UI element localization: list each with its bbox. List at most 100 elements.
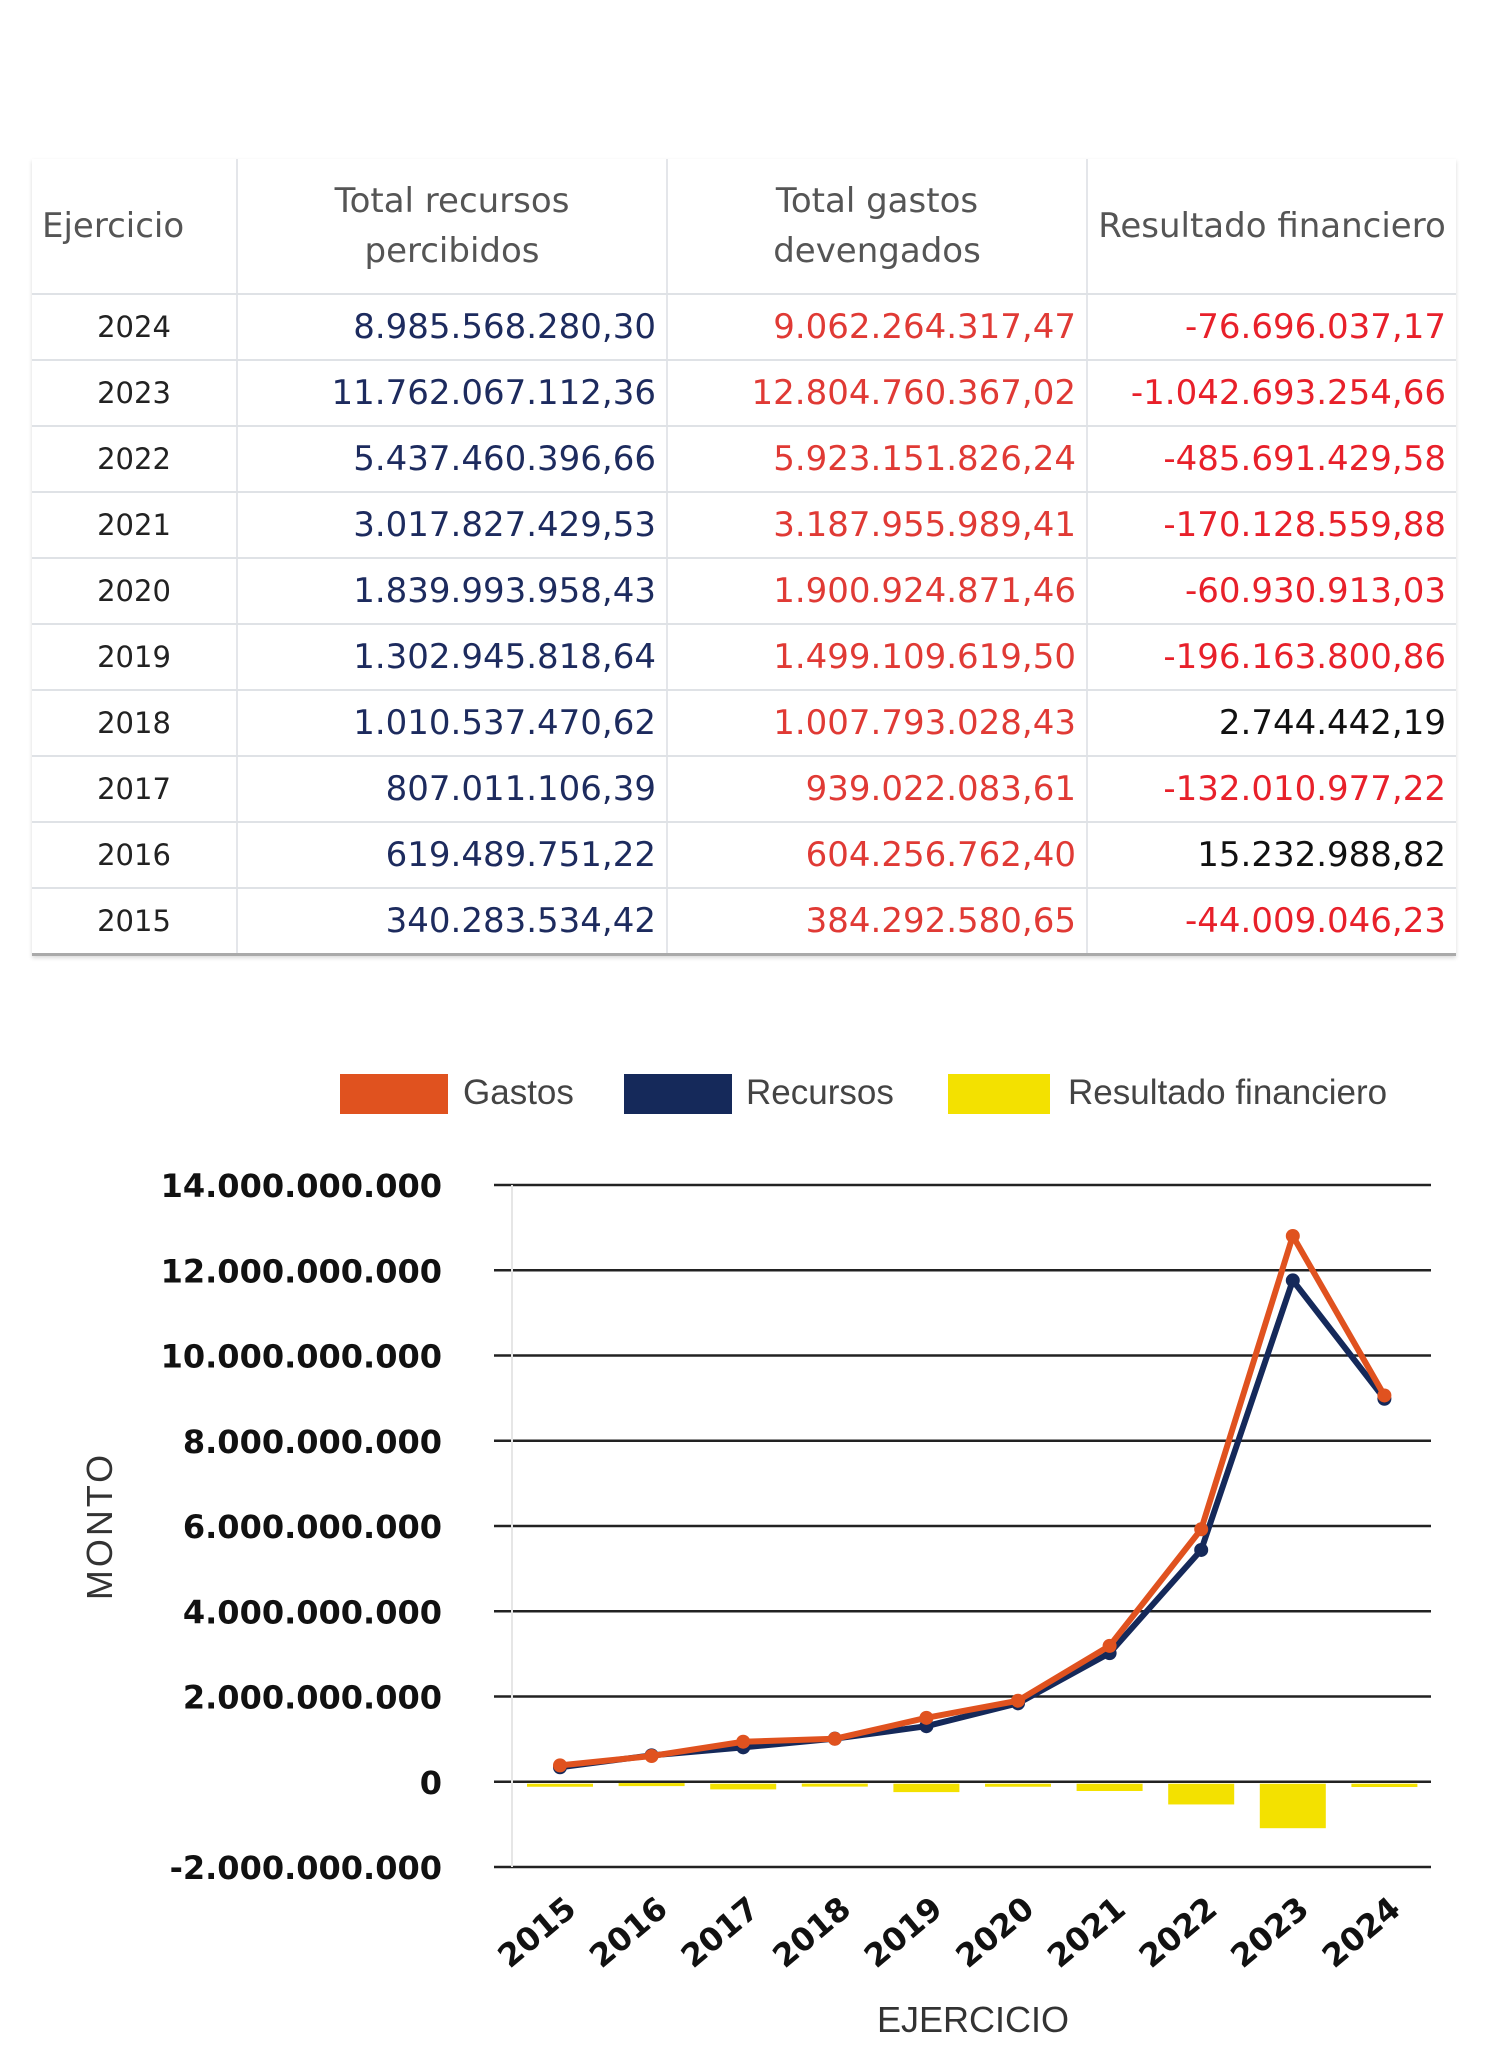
- line-recursos: [559, 1277, 1387, 1771]
- header-gastos: Total gastos devengados: [667, 159, 1088, 295]
- y-tick-label: 6.000.000.000: [183, 1508, 442, 1546]
- x-tick-label: 2023: [1223, 1889, 1316, 1975]
- cell-gastos: 12.804.760.367,02: [667, 360, 1088, 427]
- cell-gastos: 1.900.924.871,46: [667, 558, 1088, 625]
- cell-recursos: 340.283.534,42: [237, 888, 668, 956]
- y-tick-label: 10.000.000.000: [161, 1338, 442, 1376]
- cell-recursos: 1.010.537.470,62: [237, 690, 668, 757]
- table-row: 2023 11.762.067.112,36 12.804.760.367,02 -1…: [32, 360, 1456, 427]
- cell-recursos: 8.985.568.280,30: [237, 294, 668, 361]
- point-gastos-2021: [1102, 1638, 1117, 1653]
- table-row: 2017 807.011.106,39 939.022.083,61 -132.010…: [32, 756, 1456, 823]
- header-resultado: Resultado financiero: [1087, 159, 1456, 295]
- cell-resultado: -196.163.800,86: [1087, 624, 1456, 691]
- cell-ejercicio: 2015: [32, 888, 238, 956]
- y-tick-label: -2.000.000.000: [170, 1849, 442, 1887]
- cell-ejercicio: 2021: [32, 492, 238, 559]
- point-recursos-2023: [1285, 1273, 1300, 1288]
- point-gastos-2022: [1194, 1522, 1209, 1537]
- bar-resultado-2021: [1076, 1783, 1143, 1792]
- x-tick-label: 2021: [1040, 1889, 1133, 1975]
- cell-ejercicio: 2022: [32, 426, 238, 493]
- cell-gastos: 604.256.762,40: [667, 822, 1088, 889]
- header-recursos: Total recursos percibidos: [237, 159, 668, 295]
- point-gastos-2023: [1285, 1228, 1300, 1243]
- cell-ejercicio: 2024: [32, 294, 238, 361]
- x-axis-title: EJERCICIO: [877, 1999, 1069, 2040]
- table-row: 2022 5.437.460.396,66 5.923.151.826,24 -485…: [32, 426, 1456, 493]
- bar-resultado-2017: [710, 1783, 777, 1790]
- cell-resultado: -1.042.693.254,66: [1087, 360, 1456, 427]
- x-tick-label: 2016: [582, 1889, 675, 1975]
- cell-gastos: 5.923.151.826,24: [667, 426, 1088, 493]
- y-tick-label: 8.000.000.000: [183, 1423, 442, 1461]
- y-tick-label: 2.000.000.000: [183, 1679, 442, 1717]
- y-tick-label: 12.000.000.000: [161, 1252, 442, 1290]
- financial-table: Ejercicio Total recursos percibidos Tota…: [32, 159, 1456, 956]
- y-axis-title: MONTO: [79, 1452, 120, 1600]
- table-row: 2021 3.017.827.429,53 3.187.955.989,41 -170…: [32, 492, 1456, 559]
- x-tick-label: 2019: [857, 1889, 950, 1975]
- cell-gastos: 1.499.109.619,50: [667, 624, 1088, 691]
- cell-recursos: 1.302.945.818,64: [237, 624, 668, 691]
- table-row: 2024 8.985.568.280,30 9.062.264.317,47 -76.…: [32, 294, 1456, 361]
- cell-gastos: 939.022.083,61: [667, 756, 1088, 823]
- bar-resultado-2019: [893, 1783, 960, 1793]
- line-gastos: [559, 1232, 1388, 1769]
- cell-resultado: 2.744.442,19: [1087, 690, 1456, 757]
- bar-resultado-2020: [985, 1783, 1051, 1787]
- cell-resultado: -170.128.559,88: [1087, 492, 1456, 559]
- y-tick-label: 14.000.000.000: [161, 1167, 442, 1205]
- cell-recursos: 5.437.460.396,66: [237, 426, 668, 493]
- legend-swatch-0: [340, 1074, 448, 1114]
- table-row: 2015 340.283.534,42 384.292.580,65 -44.009.…: [32, 888, 1456, 956]
- point-gastos-2024: [1377, 1388, 1392, 1403]
- cell-resultado: 15.232.988,82: [1087, 822, 1456, 889]
- cell-resultado: -44.009.046,23: [1087, 888, 1456, 956]
- point-gastos-2018: [827, 1731, 842, 1746]
- x-tick-label: 2017: [674, 1889, 767, 1975]
- cell-resultado: -132.010.977,22: [1087, 756, 1456, 823]
- point-gastos-2017: [736, 1734, 751, 1749]
- legend-swatch-2: [948, 1074, 1050, 1114]
- bar-resultado-2015: [527, 1783, 593, 1787]
- cell-gastos: 9.062.264.317,47: [667, 294, 1088, 361]
- cell-recursos: 1.839.993.958,43: [237, 558, 668, 625]
- legend-label-0: Gastos: [463, 1073, 574, 1112]
- cell-resultado: -60.930.913,03: [1087, 558, 1456, 625]
- legend-label-1: Recursos: [746, 1073, 894, 1112]
- cell-ejercicio: 2018: [32, 690, 238, 757]
- cell-gastos: 384.292.580,65: [667, 888, 1088, 956]
- point-gastos-2015: [553, 1758, 567, 1773]
- cell-ejercicio: 2016: [32, 822, 238, 889]
- cell-recursos: 619.489.751,22: [237, 822, 668, 889]
- table-row: 2018 1.010.537.470,62 1.007.793.028,43 2.74…: [32, 690, 1456, 757]
- x-tick-label: 2020: [948, 1889, 1041, 1975]
- point-gastos-2020: [1011, 1693, 1025, 1708]
- cell-gastos: 3.187.955.989,41: [667, 492, 1088, 559]
- y-tick-label: 4.000.000.000: [183, 1593, 442, 1631]
- bar-resultado-2022: [1168, 1783, 1235, 1805]
- bar-resultado-2016: [618, 1783, 685, 1787]
- x-tick-label: 2024: [1315, 1889, 1408, 1975]
- cell-recursos: 3.017.827.429,53: [237, 492, 668, 559]
- table-row: 2016 619.489.751,22 604.256.762,40 15.232.9…: [32, 822, 1456, 889]
- point-gastos-2016: [644, 1748, 659, 1763]
- cell-gastos: 1.007.793.028,43: [667, 690, 1088, 757]
- y-tick-label: 0: [420, 1764, 442, 1802]
- x-tick-label: 2018: [765, 1889, 858, 1975]
- header-ejercicio: Ejercicio: [32, 159, 238, 295]
- bar-resultado-2018: [801, 1783, 868, 1787]
- point-gastos-2019: [919, 1710, 934, 1725]
- x-tick-label: 2022: [1132, 1889, 1225, 1975]
- bar-resultado-2024: [1351, 1783, 1418, 1788]
- table-header-row: Ejercicio Total recursos percibidos Tota…: [32, 159, 1456, 295]
- bar-resultado-2023: [1259, 1783, 1326, 1829]
- cell-ejercicio: 2020: [32, 558, 238, 625]
- legend-label-2: Resultado financiero: [1068, 1073, 1387, 1112]
- point-recursos-2022: [1194, 1542, 1209, 1557]
- cell-ejercicio: 2019: [32, 624, 238, 691]
- table-row: 2020 1.839.993.958,43 1.900.924.871,46 -60.…: [32, 558, 1456, 625]
- legend-swatch-1: [624, 1074, 732, 1114]
